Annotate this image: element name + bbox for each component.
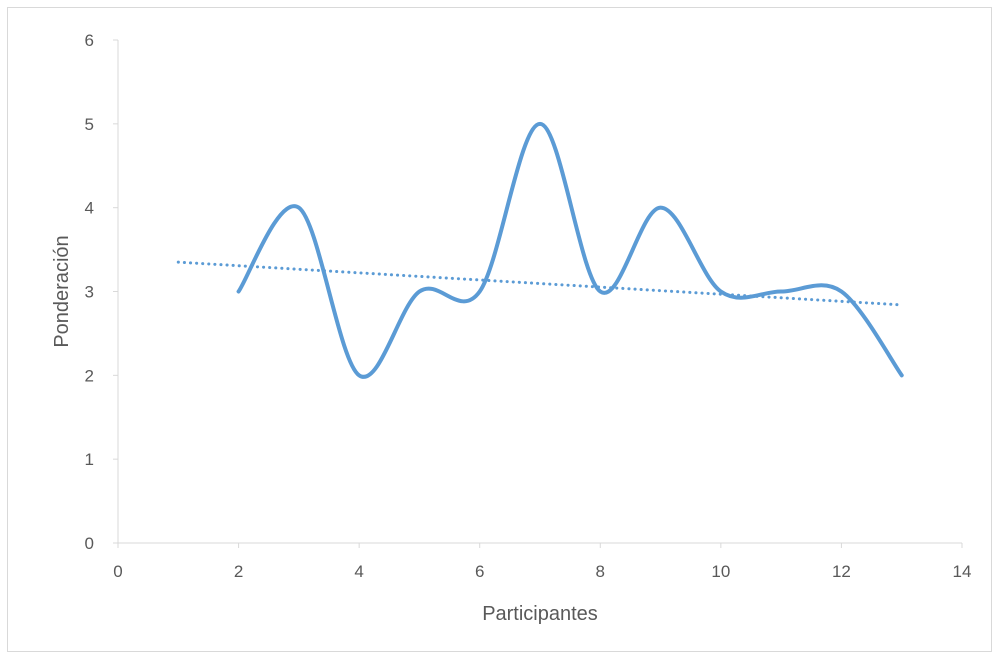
data-point xyxy=(538,122,542,126)
x-tick-label: 8 xyxy=(596,562,605,581)
data-point xyxy=(598,290,602,294)
data-point xyxy=(659,206,663,210)
y-tick-label: 5 xyxy=(85,115,94,134)
y-tick-label: 1 xyxy=(85,450,94,469)
data-point xyxy=(417,290,421,294)
data-point xyxy=(779,290,783,294)
y-axis: 0 1 2 3 4 5 6 xyxy=(85,31,118,553)
x-axis-title: Participantes xyxy=(482,603,598,625)
data-point xyxy=(839,290,843,294)
x-tick-label: 4 xyxy=(354,562,363,581)
y-tick-label: 6 xyxy=(85,31,94,50)
x-tick-label: 2 xyxy=(234,562,243,581)
x-tick-label: 14 xyxy=(953,562,972,581)
x-tick-label: 0 xyxy=(113,562,122,581)
y-tick-label: 3 xyxy=(85,283,94,302)
y-axis-title: Ponderación xyxy=(51,235,73,347)
y-tick-label: 2 xyxy=(85,366,94,385)
data-point xyxy=(357,373,361,377)
trendline-series-1 xyxy=(178,262,901,305)
x-tick-label: 10 xyxy=(711,562,730,581)
data-point xyxy=(237,290,241,294)
x-tick-label: 6 xyxy=(475,562,484,581)
data-point xyxy=(900,373,904,377)
series-layer xyxy=(178,122,903,378)
data-point xyxy=(478,290,482,294)
x-tick-label: 12 xyxy=(832,562,851,581)
x-axis: 0 2 4 6 8 10 12 14 xyxy=(113,543,971,581)
data-point xyxy=(297,206,301,210)
y-tick-label: 4 xyxy=(85,199,94,218)
y-tick-label: 0 xyxy=(85,534,94,553)
line-series-0 xyxy=(239,124,902,377)
